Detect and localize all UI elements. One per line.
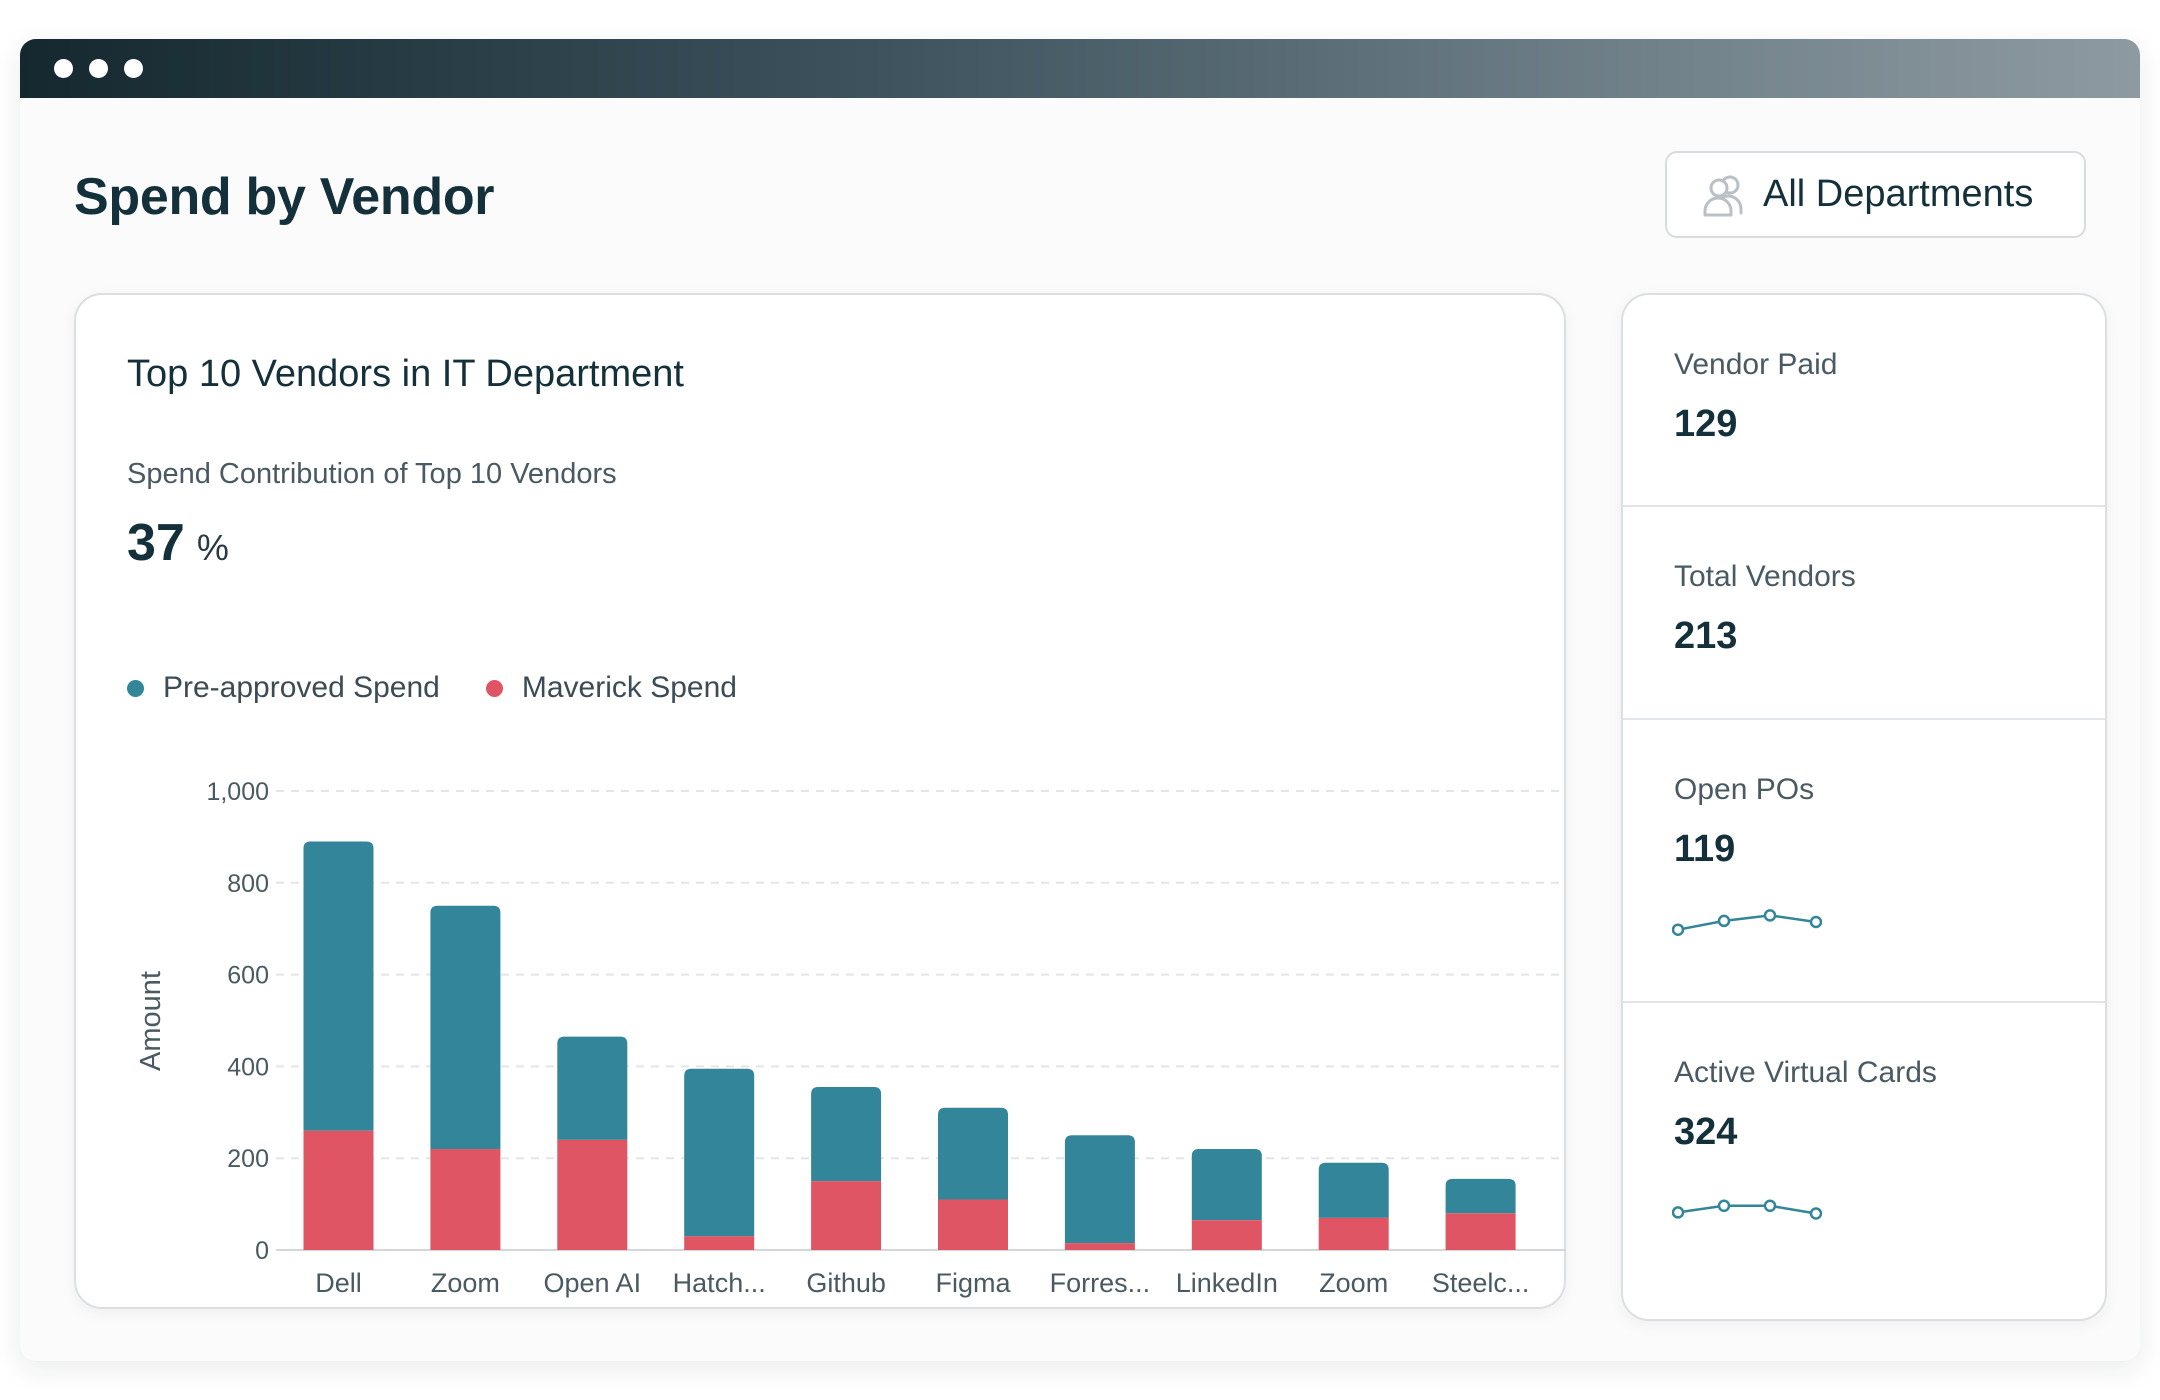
bar-1: [430, 905, 501, 1250]
bar-segment-preapproved: [684, 1068, 755, 1237]
bar-segment-maverick: [1445, 1213, 1516, 1250]
legend-label: Maverick Spend: [521, 671, 737, 704]
stat-open-pos[interactable]: Open POs 119: [1623, 720, 2105, 1003]
y-axis-label: Amount: [135, 971, 167, 1071]
stat-label: Vendor Paid: [1674, 348, 1838, 381]
sparkline-point: [1717, 1199, 1731, 1213]
window-control-dot[interactable]: [89, 59, 108, 78]
y-tick-label: 400: [227, 1053, 269, 1081]
bar-segment-preapproved: [938, 1107, 1008, 1200]
legend-label: Pre-approved Spend: [163, 671, 440, 704]
stat-total-vendors[interactable]: Total Vendors 213: [1623, 507, 2105, 720]
kpi-label: Spend Contribution of Top 10 Vendors: [127, 458, 617, 490]
x-tick-label: Forres...: [1050, 1268, 1151, 1298]
bar-segment-maverick: [1064, 1243, 1135, 1250]
window-titlebar: [20, 39, 2140, 98]
stat-label: Open POs: [1674, 773, 1815, 806]
legend-item-preapproved[interactable]: Pre-approved Spend: [127, 671, 440, 705]
y-tick-label: 600: [227, 962, 269, 990]
bar-segment-maverick: [811, 1181, 882, 1250]
y-tick-label: 0: [255, 1237, 269, 1265]
trend-sparkline: [1672, 1199, 1822, 1220]
x-tick-label: Github: [806, 1268, 886, 1298]
department-filter-label: All Departments: [1763, 173, 2034, 215]
bar-segment-maverick: [303, 1130, 374, 1250]
y-tick-label: 200: [227, 1145, 269, 1173]
bar-segment-preapproved: [811, 1087, 882, 1182]
x-tick-label: Steelc...: [1432, 1268, 1530, 1298]
y-tick-label: 1,000: [206, 778, 269, 806]
stat-label: Active Virtual Cards: [1674, 1056, 1937, 1089]
stat-value: 119: [1674, 828, 1736, 870]
sparkline-point: [1672, 923, 1685, 936]
bar-segment-preapproved: [430, 905, 501, 1150]
x-tick-label: Zoom: [1319, 1268, 1388, 1298]
x-tick-label: Dell: [315, 1268, 362, 1298]
kpi-value: 37%: [127, 513, 229, 573]
users-icon: [1703, 175, 1743, 216]
stat-vendor-paid[interactable]: Vendor Paid 129: [1623, 295, 2105, 507]
bar-0: [303, 841, 374, 1250]
bar-segment-maverick: [1191, 1220, 1262, 1250]
page-title: Spend by Vendor: [74, 168, 495, 226]
bar-6: [1064, 1135, 1135, 1250]
department-filter-button[interactable]: All Departments: [1665, 151, 2086, 238]
stats-card: Vendor Paid 129 Total Vendors 213 Open P…: [1621, 293, 2107, 1321]
x-tick-label: LinkedIn: [1176, 1268, 1278, 1298]
bar-segment-preapproved: [303, 841, 374, 1131]
stacked-bar-chart: 0 200 400 600 800 1,000 Amount Dell Zoom Open AI H…: [135, 778, 1566, 1298]
vendor-chart-card: Top 10 Vendors in IT Department Spend Co…: [74, 293, 1566, 1309]
sparkline-line: [1677, 1204, 1817, 1215]
bar-7: [1191, 1149, 1262, 1250]
x-tick-label: Open AI: [544, 1268, 642, 1298]
stat-value: 213: [1674, 615, 1738, 657]
bar-8: [1318, 1162, 1389, 1250]
sparkline-point: [1809, 1207, 1822, 1220]
app-window: Spend by Vendor All Departments Top 10 V…: [20, 39, 2140, 1361]
bar-3: [684, 1068, 755, 1250]
bar-segment-preapproved: [1064, 1135, 1135, 1244]
bar-segment-preapproved: [1318, 1162, 1389, 1218]
sparkline-point: [1763, 1199, 1777, 1213]
bar-segment-preapproved: [1445, 1178, 1516, 1214]
kpi-unit: %: [196, 527, 229, 568]
bar-segment-maverick: [430, 1149, 501, 1250]
bar-segment-maverick: [938, 1199, 1008, 1250]
legend-swatch: [127, 679, 144, 697]
legend-item-maverick[interactable]: Maverick Spend: [485, 671, 737, 705]
bar-segment-maverick: [684, 1236, 755, 1250]
y-tick-label: 800: [227, 870, 269, 898]
legend-swatch: [485, 679, 503, 697]
bar-4: [811, 1087, 882, 1250]
kpi-number: 37: [127, 514, 185, 572]
stat-label: Total Vendors: [1674, 560, 1856, 593]
sparkline-point: [1763, 909, 1777, 922]
x-tick-label: Figma: [935, 1268, 1011, 1298]
sparkline-line: [1677, 914, 1817, 931]
x-tick-label: Hatch...: [673, 1268, 766, 1298]
bar-9: [1445, 1178, 1516, 1250]
bar-2: [557, 1036, 628, 1250]
sparkline-point: [1672, 1206, 1685, 1219]
sparkline-point: [1809, 915, 1822, 929]
chart-legend: Pre-approved Spend Maverick Spend: [127, 671, 783, 705]
bar-segment-maverick: [1318, 1217, 1389, 1250]
window-control-dot[interactable]: [124, 59, 143, 78]
sparkline-point: [1717, 914, 1731, 928]
stat-value: 129: [1674, 403, 1738, 445]
chart-card-title: Top 10 Vendors in IT Department: [127, 353, 684, 395]
trend-sparkline: [1672, 909, 1822, 936]
x-tick-label: Zoom: [431, 1268, 500, 1298]
bar-5: [938, 1107, 1008, 1250]
bar-segment-maverick: [557, 1139, 628, 1250]
bar-segment-preapproved: [557, 1036, 628, 1140]
stat-active-virtual-cards[interactable]: Active Virtual Cards 324: [1623, 1003, 2105, 1319]
window-control-dot[interactable]: [54, 59, 73, 78]
stat-value: 324: [1674, 1111, 1738, 1153]
bar-segment-preapproved: [1191, 1149, 1262, 1221]
